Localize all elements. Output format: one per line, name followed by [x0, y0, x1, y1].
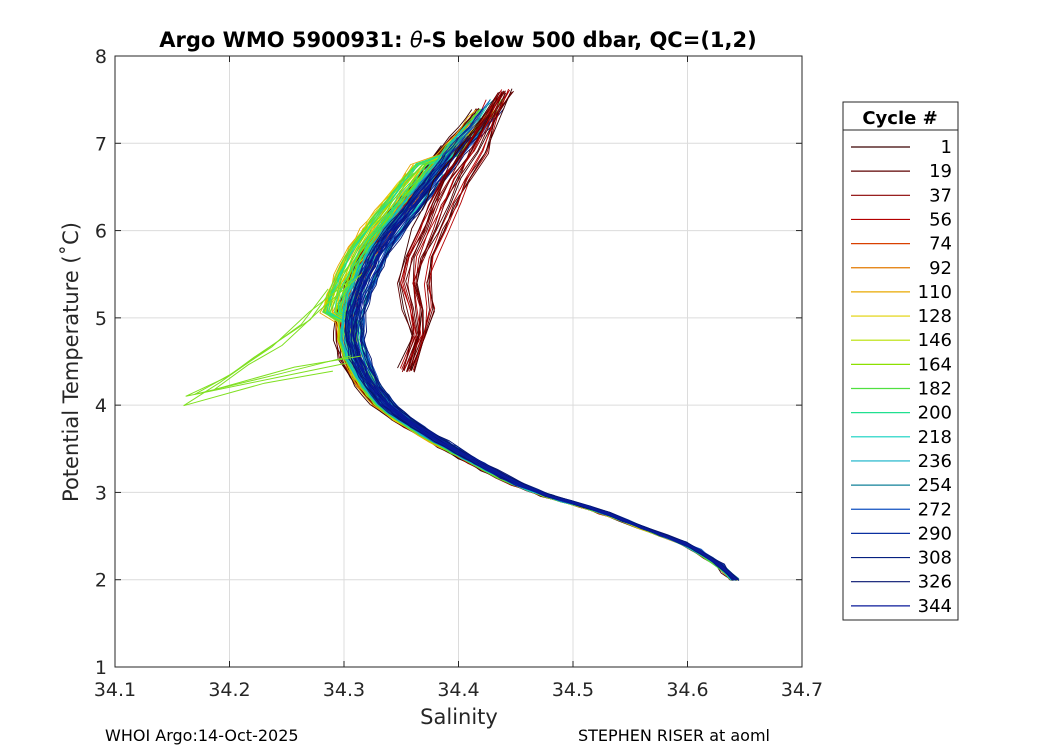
y-tick-label: 8: [95, 46, 107, 68]
profile-line: [413, 90, 514, 373]
y-tick-label: 7: [95, 133, 107, 155]
profile-line: [408, 91, 513, 370]
y-tick-label: 4: [95, 395, 107, 417]
x-tick-label: 34.7: [781, 679, 823, 701]
x-tick-label: 34.3: [323, 679, 365, 701]
legend-title: Cycle #: [862, 108, 937, 129]
profile-line: [400, 90, 505, 370]
profile-line: [213, 273, 362, 391]
footer-left: WHOI Argo:14-Oct-2025: [105, 726, 299, 745]
axis-ticks: 34.1 34.2 34.3 34.4 34.5 34.6 34.7 1 2 3 4 5 6 7 8: [94, 46, 823, 701]
legend-entry-label: 326: [918, 572, 952, 593]
legend-entry-label: 19: [929, 161, 952, 182]
profile-line: [397, 90, 503, 371]
profile-line: [363, 108, 740, 581]
legend-entry-label: 74: [929, 234, 952, 255]
profile-lines: [183, 88, 740, 581]
profile-line: [405, 91, 500, 372]
chart-title: Argo WMO 5900931: θ-S below 500 dbar, QC…: [159, 28, 756, 52]
legend-entry-label: 1: [941, 137, 952, 158]
legend-entry-label: 218: [918, 427, 952, 448]
x-tick-label: 34.6: [666, 679, 708, 701]
legend-entry-label: 37: [929, 185, 952, 206]
legend-entry-label: 200: [918, 403, 952, 424]
y-tick-label: 3: [95, 482, 107, 504]
profile-line: [406, 90, 510, 372]
profile-line: [411, 92, 506, 371]
legend: Cycle # 1 19 37 56 74 92 110 128 146 164 182 200 218…: [842, 101, 959, 621]
legend-entry-label: 290: [918, 523, 952, 544]
legend-entry-label: 236: [918, 451, 952, 472]
y-tick-label: 5: [95, 308, 107, 330]
legend-entry-label: 56: [929, 209, 952, 230]
y-tick-label: 1: [95, 657, 107, 679]
x-axis-label: Salinity: [420, 705, 498, 729]
profile-line: [412, 89, 510, 371]
legend-entry-label: 182: [918, 379, 952, 400]
footer-right: STEPHEN RISER at aoml: [578, 726, 770, 745]
legend-entry-label: 146: [918, 330, 952, 351]
x-tick-label: 34.5: [552, 679, 594, 701]
x-tick-label: 34.1: [94, 679, 136, 701]
profile-line: [403, 92, 502, 370]
x-tick-label: 34.4: [437, 679, 479, 701]
legend-entry-label: 92: [929, 258, 952, 279]
profile-line: [399, 92, 502, 369]
legend-entry-label: 344: [918, 596, 952, 617]
legend-entry-label: 254: [918, 475, 952, 496]
profile-line: [183, 288, 333, 407]
legend-entry-label: 110: [918, 282, 952, 303]
profile-line: [194, 276, 355, 395]
y-tick-label: 2: [95, 570, 107, 592]
y-axis-label: Potential Temperature (˚C): [59, 222, 83, 502]
profile-line: [409, 91, 505, 369]
legend-entry-label: 164: [918, 354, 952, 375]
legend-entry-label: 272: [918, 499, 952, 520]
y-tick-label: 6: [95, 221, 107, 243]
legend-entry-label: 308: [918, 548, 952, 569]
legend-entry-label: 128: [918, 306, 952, 327]
profile-line: [347, 182, 734, 581]
profile-line: [401, 92, 499, 370]
x-tick-label: 34.2: [208, 679, 250, 701]
